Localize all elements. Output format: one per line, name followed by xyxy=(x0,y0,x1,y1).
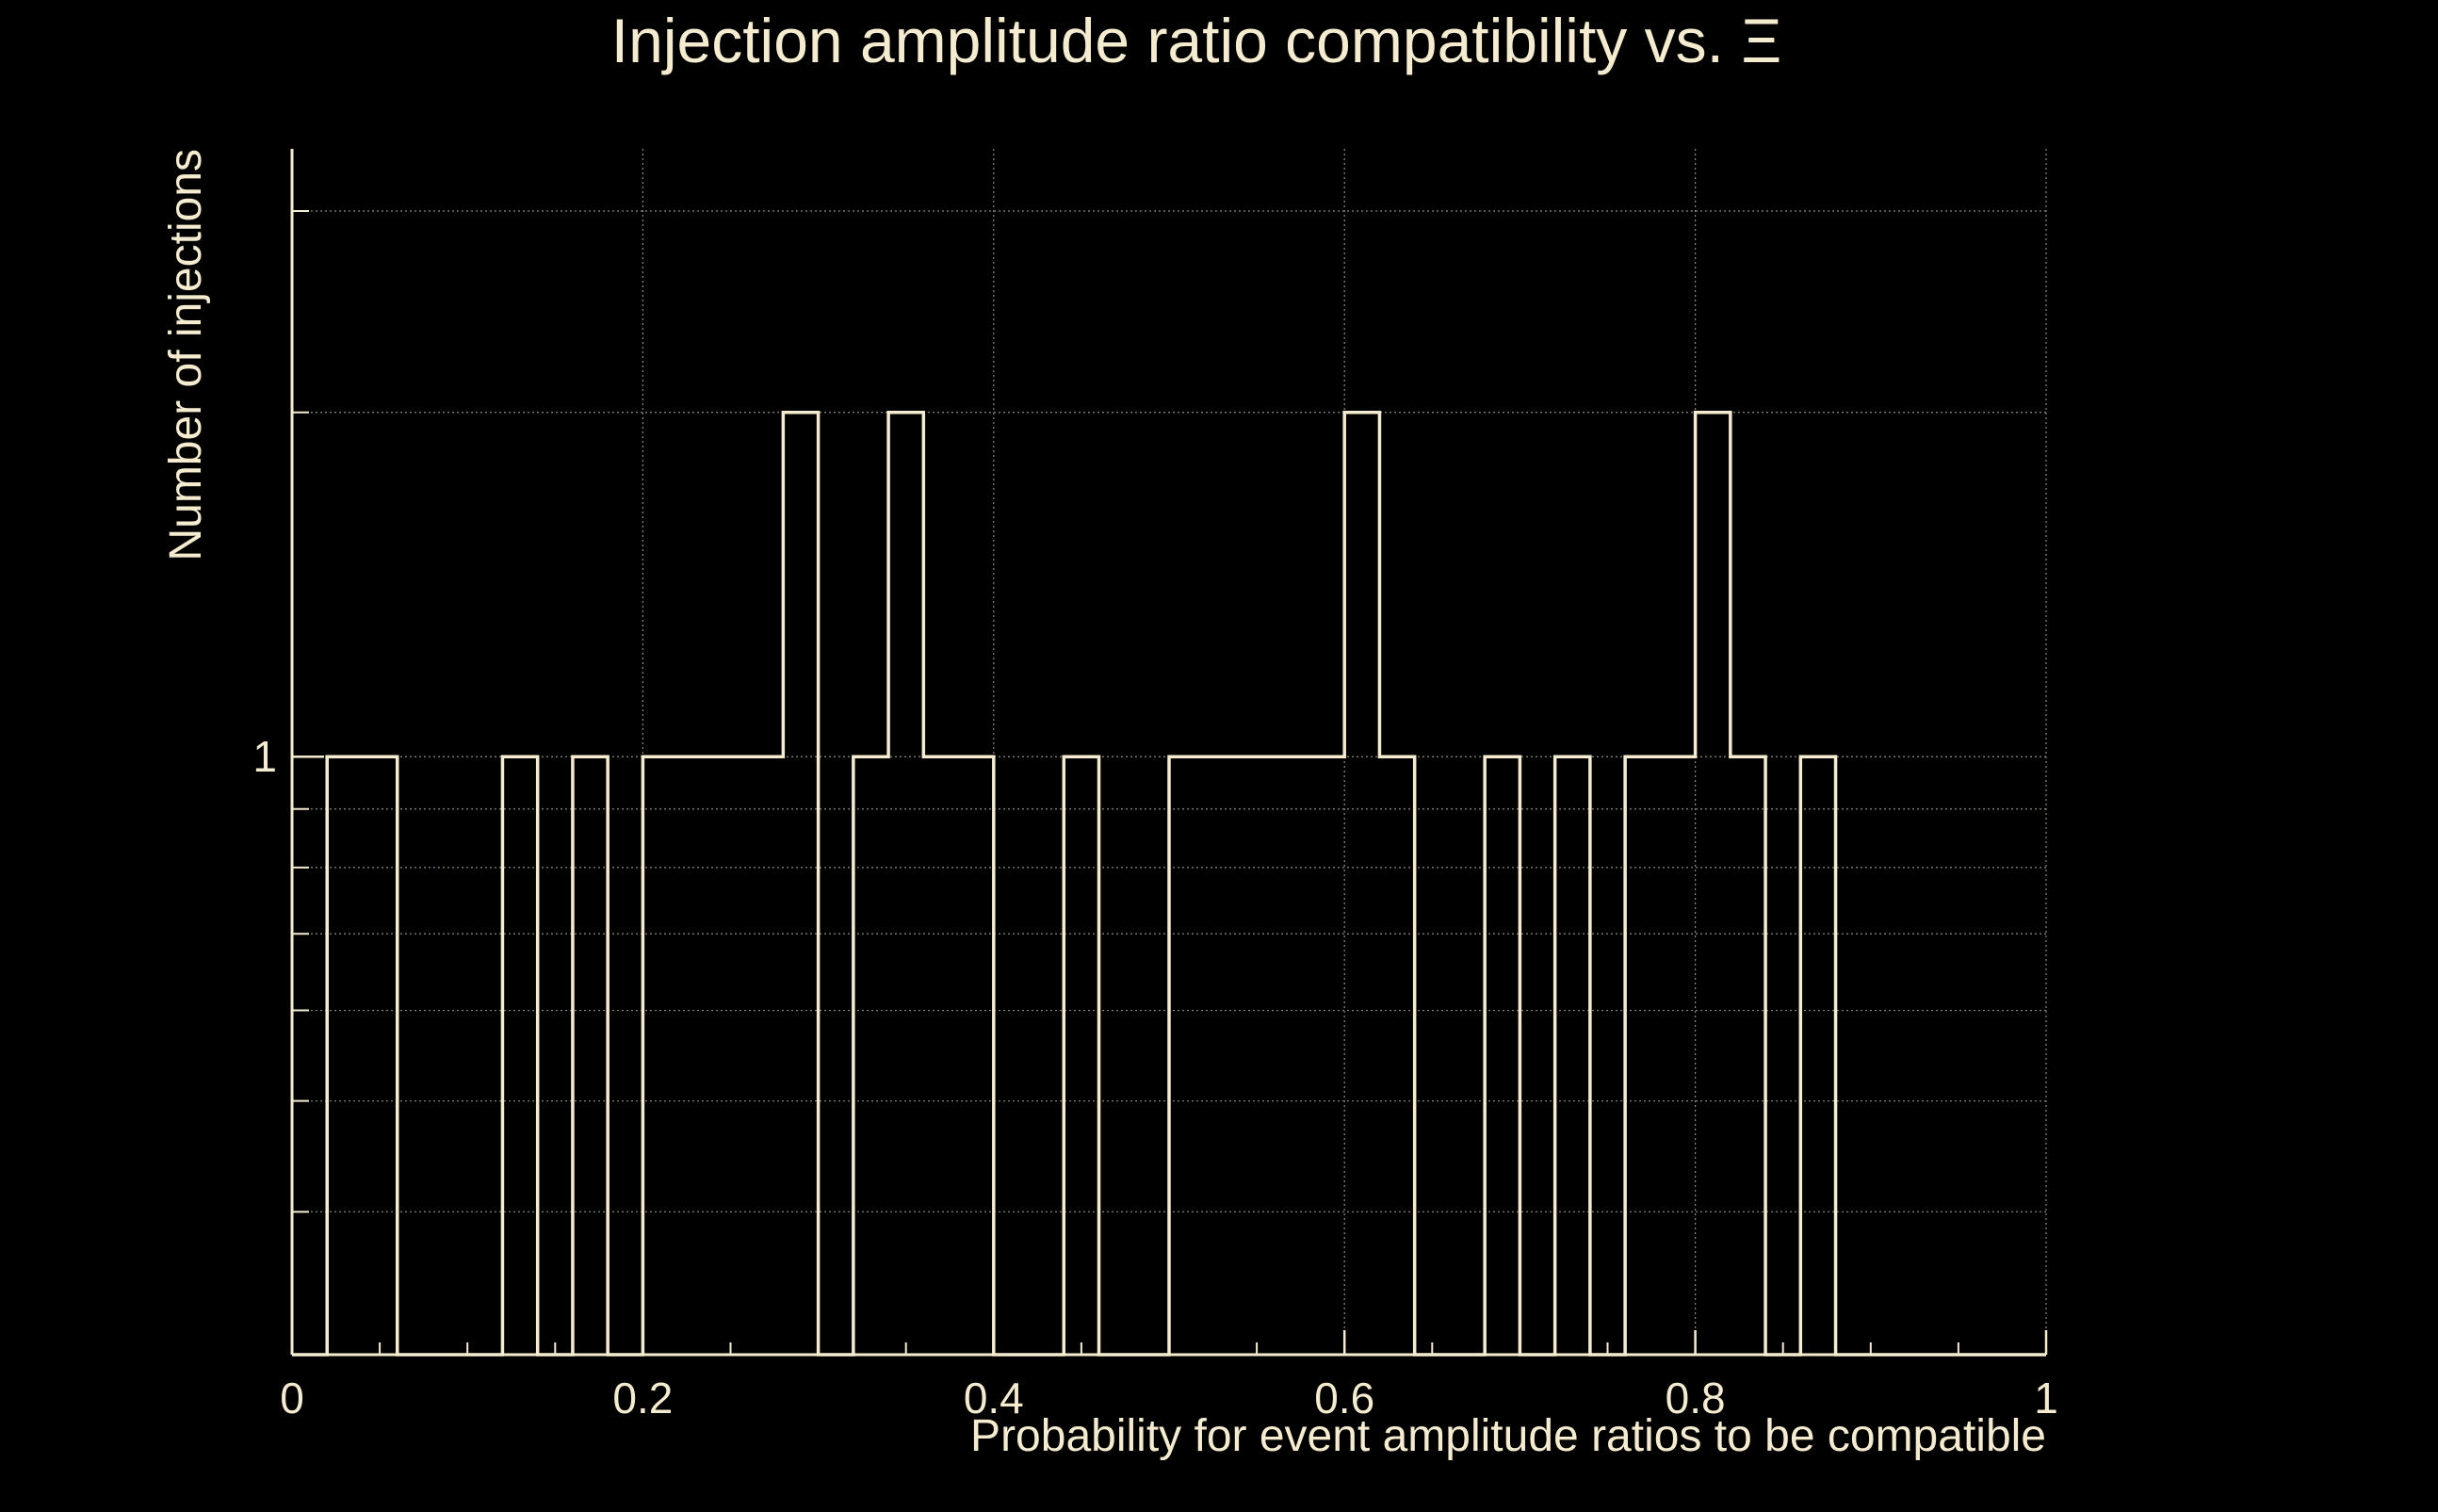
histogram-bin xyxy=(345,756,380,1355)
histogram-bin xyxy=(1660,756,1695,1355)
histogram-bin xyxy=(923,756,958,1355)
histogram-bin xyxy=(959,756,994,1355)
histogram-bin xyxy=(660,756,695,1355)
histogram-bin xyxy=(1169,756,1204,1355)
x-tick-label-1: 0.2 xyxy=(612,1374,673,1423)
histogram-outline xyxy=(292,411,2046,1357)
histogram-bin xyxy=(1309,756,1344,1355)
histogram-bin xyxy=(1275,756,1309,1355)
histogram-bin xyxy=(1555,756,1590,1355)
x-tick-label-2: 0.4 xyxy=(964,1374,1024,1423)
y-axis-label: Number of injections xyxy=(161,149,211,561)
y-tick-label-0: 1 xyxy=(252,732,277,781)
histogram-bin xyxy=(1379,756,1414,1355)
histogram-bin xyxy=(1064,756,1098,1355)
histogram-bin xyxy=(1625,756,1660,1355)
histogram-bin xyxy=(1485,756,1520,1355)
histogram-bin xyxy=(1222,756,1257,1355)
x-tick-label-0: 0 xyxy=(280,1374,304,1423)
x-tick-label-3: 0.6 xyxy=(1314,1374,1374,1423)
chart-title: Injection amplitude ratio compatibility … xyxy=(611,6,1781,75)
histogram-bin xyxy=(502,756,537,1355)
histogram-bin xyxy=(1731,756,1765,1355)
x-tick-label-4: 0.8 xyxy=(1666,1374,1726,1423)
x-axis-label: Probability for event amplitude ratios t… xyxy=(970,1411,2046,1461)
x-tick-label-5: 1 xyxy=(2034,1374,2058,1423)
